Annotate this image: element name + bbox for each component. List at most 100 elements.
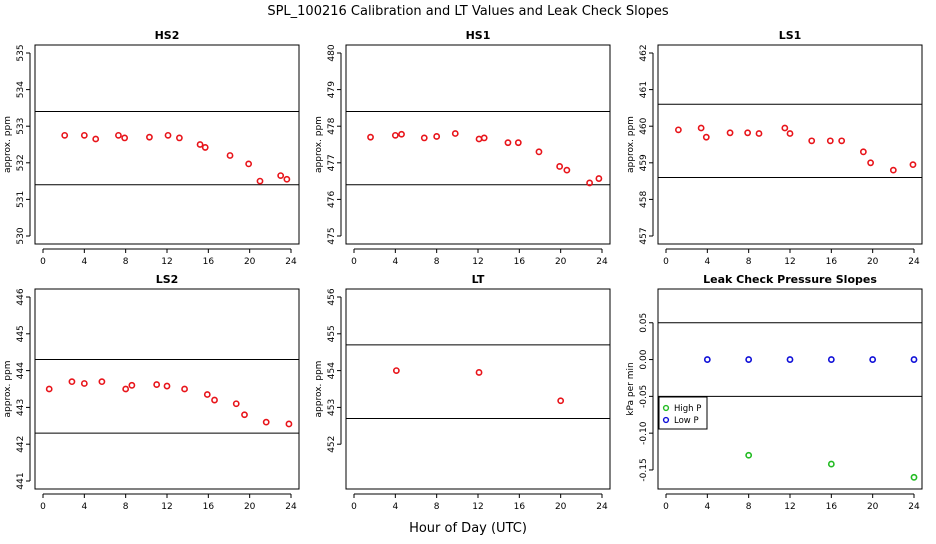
data-point xyxy=(475,369,483,376)
y-axis-label: approx. ppm xyxy=(3,116,13,173)
figure-title: SPL_100216 Calibration and LT Values and… xyxy=(267,4,669,19)
x-tick-label: 16 xyxy=(514,257,526,267)
data-point xyxy=(867,159,874,167)
data-point xyxy=(175,134,183,142)
y-tick-label: 475 xyxy=(327,227,337,244)
y-tick-label: 462 xyxy=(639,44,649,61)
x-tick-label: 8 xyxy=(123,502,129,512)
x-tick-label: 0 xyxy=(663,502,669,512)
y-tick-label: 441 xyxy=(16,472,26,489)
data-point xyxy=(909,161,917,169)
panel-title: HS1 xyxy=(466,29,491,42)
x-tick-label: 8 xyxy=(434,257,440,267)
y-tick-label: 479 xyxy=(327,81,337,98)
x-tick-label: 24 xyxy=(908,257,920,267)
panel-lt: LT 0 4 8 12 16 20 24 452 453 454 455 456 approx. ppm xyxy=(314,273,611,512)
data-point xyxy=(433,133,441,140)
data-point xyxy=(827,356,835,363)
legend-marker xyxy=(662,404,670,412)
y-tick-label: 530 xyxy=(16,227,26,244)
data-point xyxy=(745,451,753,459)
y-axis-label: kPa per min xyxy=(626,362,636,415)
x-tick-label: 24 xyxy=(596,502,608,512)
y-tick-label: 445 xyxy=(16,325,26,342)
y-tick-label: 453 xyxy=(327,399,337,416)
data-point xyxy=(232,400,240,408)
data-point xyxy=(514,139,522,147)
y-tick-label: 461 xyxy=(639,81,649,98)
data-point xyxy=(211,396,218,404)
data-point xyxy=(697,124,705,132)
x-tick-label: 4 xyxy=(81,257,87,267)
y-tick-label: 444 xyxy=(16,362,26,379)
y-tick-label: 0.00 xyxy=(639,349,649,369)
panel-hs1: HS1 0 4 8 12 16 20 24 475 476 477 478 479 480 approx. … xyxy=(314,29,611,267)
plot-frame xyxy=(34,288,300,490)
panel-title: LS2 xyxy=(156,273,179,286)
data-point xyxy=(786,356,794,363)
data-point xyxy=(475,135,483,143)
panel-ls1: LS1 0 4 8 12 16 20 24 457 458 459 460 461 462 approx. … xyxy=(626,29,923,267)
plot-frame xyxy=(657,288,923,490)
y-tick-label: 460 xyxy=(639,117,649,134)
x-tick-label: 16 xyxy=(514,502,526,512)
data-point xyxy=(98,378,106,386)
data-point xyxy=(745,356,753,363)
y-axis-label: approx. ppm xyxy=(314,116,324,173)
data-point xyxy=(786,130,794,137)
data-point xyxy=(196,141,204,148)
y-tick-label: 535 xyxy=(16,44,26,61)
y-tick-label: 442 xyxy=(16,436,26,453)
data-point xyxy=(744,129,752,137)
panel-leak-check: Leak Check Pressure Slopes 0 4 8 12 16 20 24 -0.… xyxy=(626,273,923,512)
y-tick-label: 456 xyxy=(327,288,337,305)
x-tick-label: 20 xyxy=(555,257,567,267)
y-axis-label: approx. ppm xyxy=(314,361,324,418)
x-tick-label: 4 xyxy=(392,257,398,267)
data-point xyxy=(122,385,130,393)
data-point xyxy=(420,134,428,142)
data-point xyxy=(480,134,488,142)
data-point xyxy=(838,137,846,145)
legend-marker xyxy=(662,416,670,424)
x-tick-label: 24 xyxy=(285,257,297,267)
y-tick-label: 443 xyxy=(16,399,26,416)
y-tick-label: 458 xyxy=(639,191,649,208)
y-tick-label: 532 xyxy=(16,154,26,171)
y-tick-label: -0.05 xyxy=(639,385,649,408)
plot-frame xyxy=(34,44,300,245)
data-point xyxy=(163,382,171,390)
data-point xyxy=(45,385,53,393)
data-point xyxy=(285,420,293,428)
x-tick-label: 0 xyxy=(40,502,46,512)
data-point xyxy=(703,356,711,363)
x-tick-label: 16 xyxy=(203,502,215,512)
y-axis-label: approx. ppm xyxy=(626,116,636,173)
panel-title: LT xyxy=(472,273,485,286)
legend-label: High P xyxy=(674,404,701,414)
data-point xyxy=(367,133,374,141)
y-tick-label: 476 xyxy=(327,191,337,208)
data-point xyxy=(203,391,211,398)
data-point xyxy=(726,129,734,137)
y-axis-label: approx. ppm xyxy=(3,361,13,418)
panel-title: HS2 xyxy=(155,29,180,42)
data-point xyxy=(201,144,209,151)
x-tick-label: 24 xyxy=(908,502,920,512)
x-tick-label: 4 xyxy=(704,257,710,267)
y-tick-label: 531 xyxy=(16,191,26,208)
data-point xyxy=(869,356,877,363)
y-tick-label: 478 xyxy=(327,117,337,134)
data-point xyxy=(245,160,253,168)
data-point xyxy=(262,418,270,426)
data-point xyxy=(153,381,161,388)
y-tick-label: 446 xyxy=(16,288,26,305)
x-tick-label: 8 xyxy=(746,502,752,512)
plot-frame xyxy=(345,288,611,490)
y-tick-label: 455 xyxy=(327,325,337,342)
data-point xyxy=(504,139,512,147)
data-point xyxy=(226,152,234,159)
panel-title: Leak Check Pressure Slopes xyxy=(703,273,877,286)
data-point xyxy=(595,175,603,182)
x-axis-label: Hour of Day (UTC) xyxy=(409,521,527,536)
